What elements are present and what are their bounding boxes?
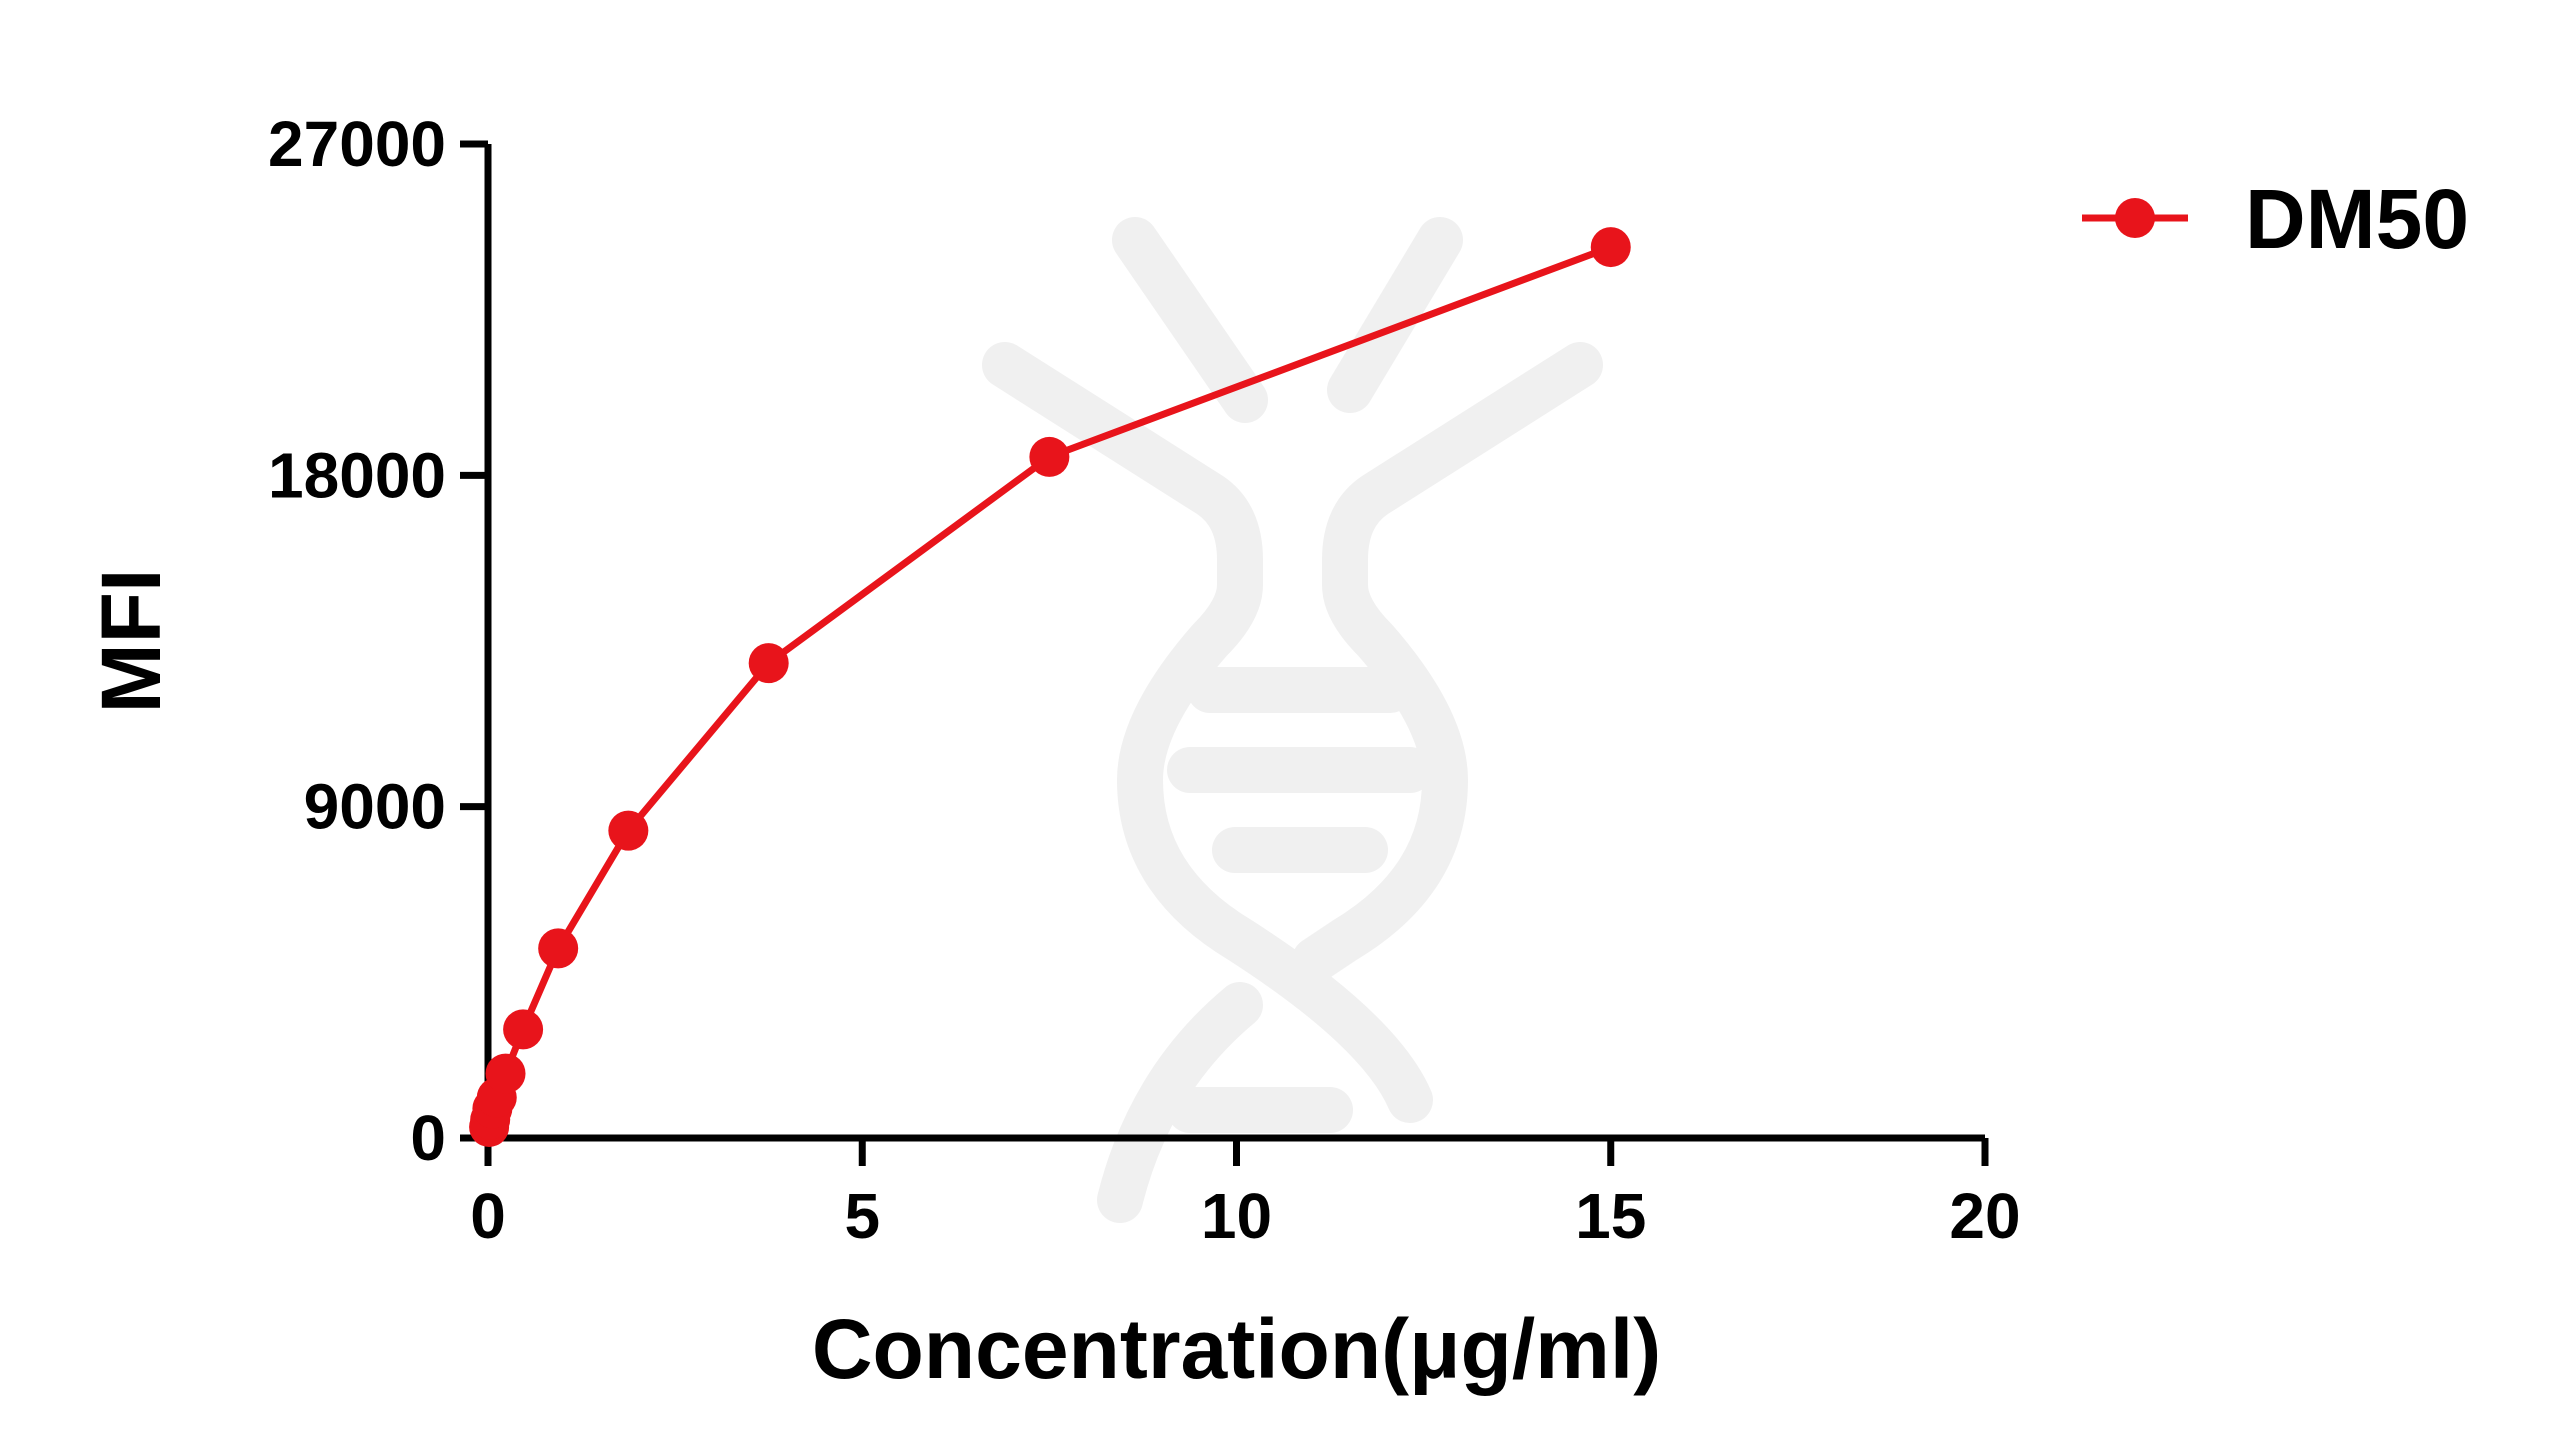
- watermark-stroke-2: [982, 342, 1433, 1123]
- data-point: [503, 1009, 544, 1050]
- watermark-stroke-1: [1327, 217, 1463, 413]
- data-point: [1029, 436, 1070, 477]
- legend: DM50: [2082, 172, 2469, 266]
- x-tick-label: 0: [470, 1180, 506, 1252]
- x-axis-title: Concentration(μg/ml): [812, 1302, 1661, 1396]
- x-tick-label: 15: [1575, 1180, 1646, 1252]
- data-point: [1590, 227, 1631, 268]
- x-tick-label: 20: [1949, 1180, 2020, 1252]
- data-point: [748, 643, 789, 684]
- x-tick-label: 5: [844, 1180, 880, 1252]
- x-tick-label: 10: [1201, 1180, 1272, 1252]
- legend-label: DM50: [2245, 172, 2469, 266]
- data-point: [485, 1053, 526, 1094]
- data-point: [608, 810, 649, 851]
- ticks: 0 5 10 15 20 0 9000 18000 27000: [268, 108, 2021, 1252]
- watermark-stroke-0: [1112, 217, 1268, 423]
- series-layer: [469, 227, 1631, 1147]
- y-tick-label: 0: [410, 1102, 446, 1174]
- watermark-stroke-4: [1097, 982, 1263, 1223]
- data-point: [538, 928, 579, 969]
- y-tick-label: 18000: [268, 439, 446, 511]
- series-DM50: [469, 227, 1631, 1147]
- y-tick-label: 9000: [304, 771, 446, 843]
- y-tick-label: 27000: [268, 108, 446, 180]
- dna-watermark-icon: [982, 217, 1603, 1223]
- y-axis-title: MFI: [84, 569, 178, 714]
- legend-marker: [2115, 198, 2155, 238]
